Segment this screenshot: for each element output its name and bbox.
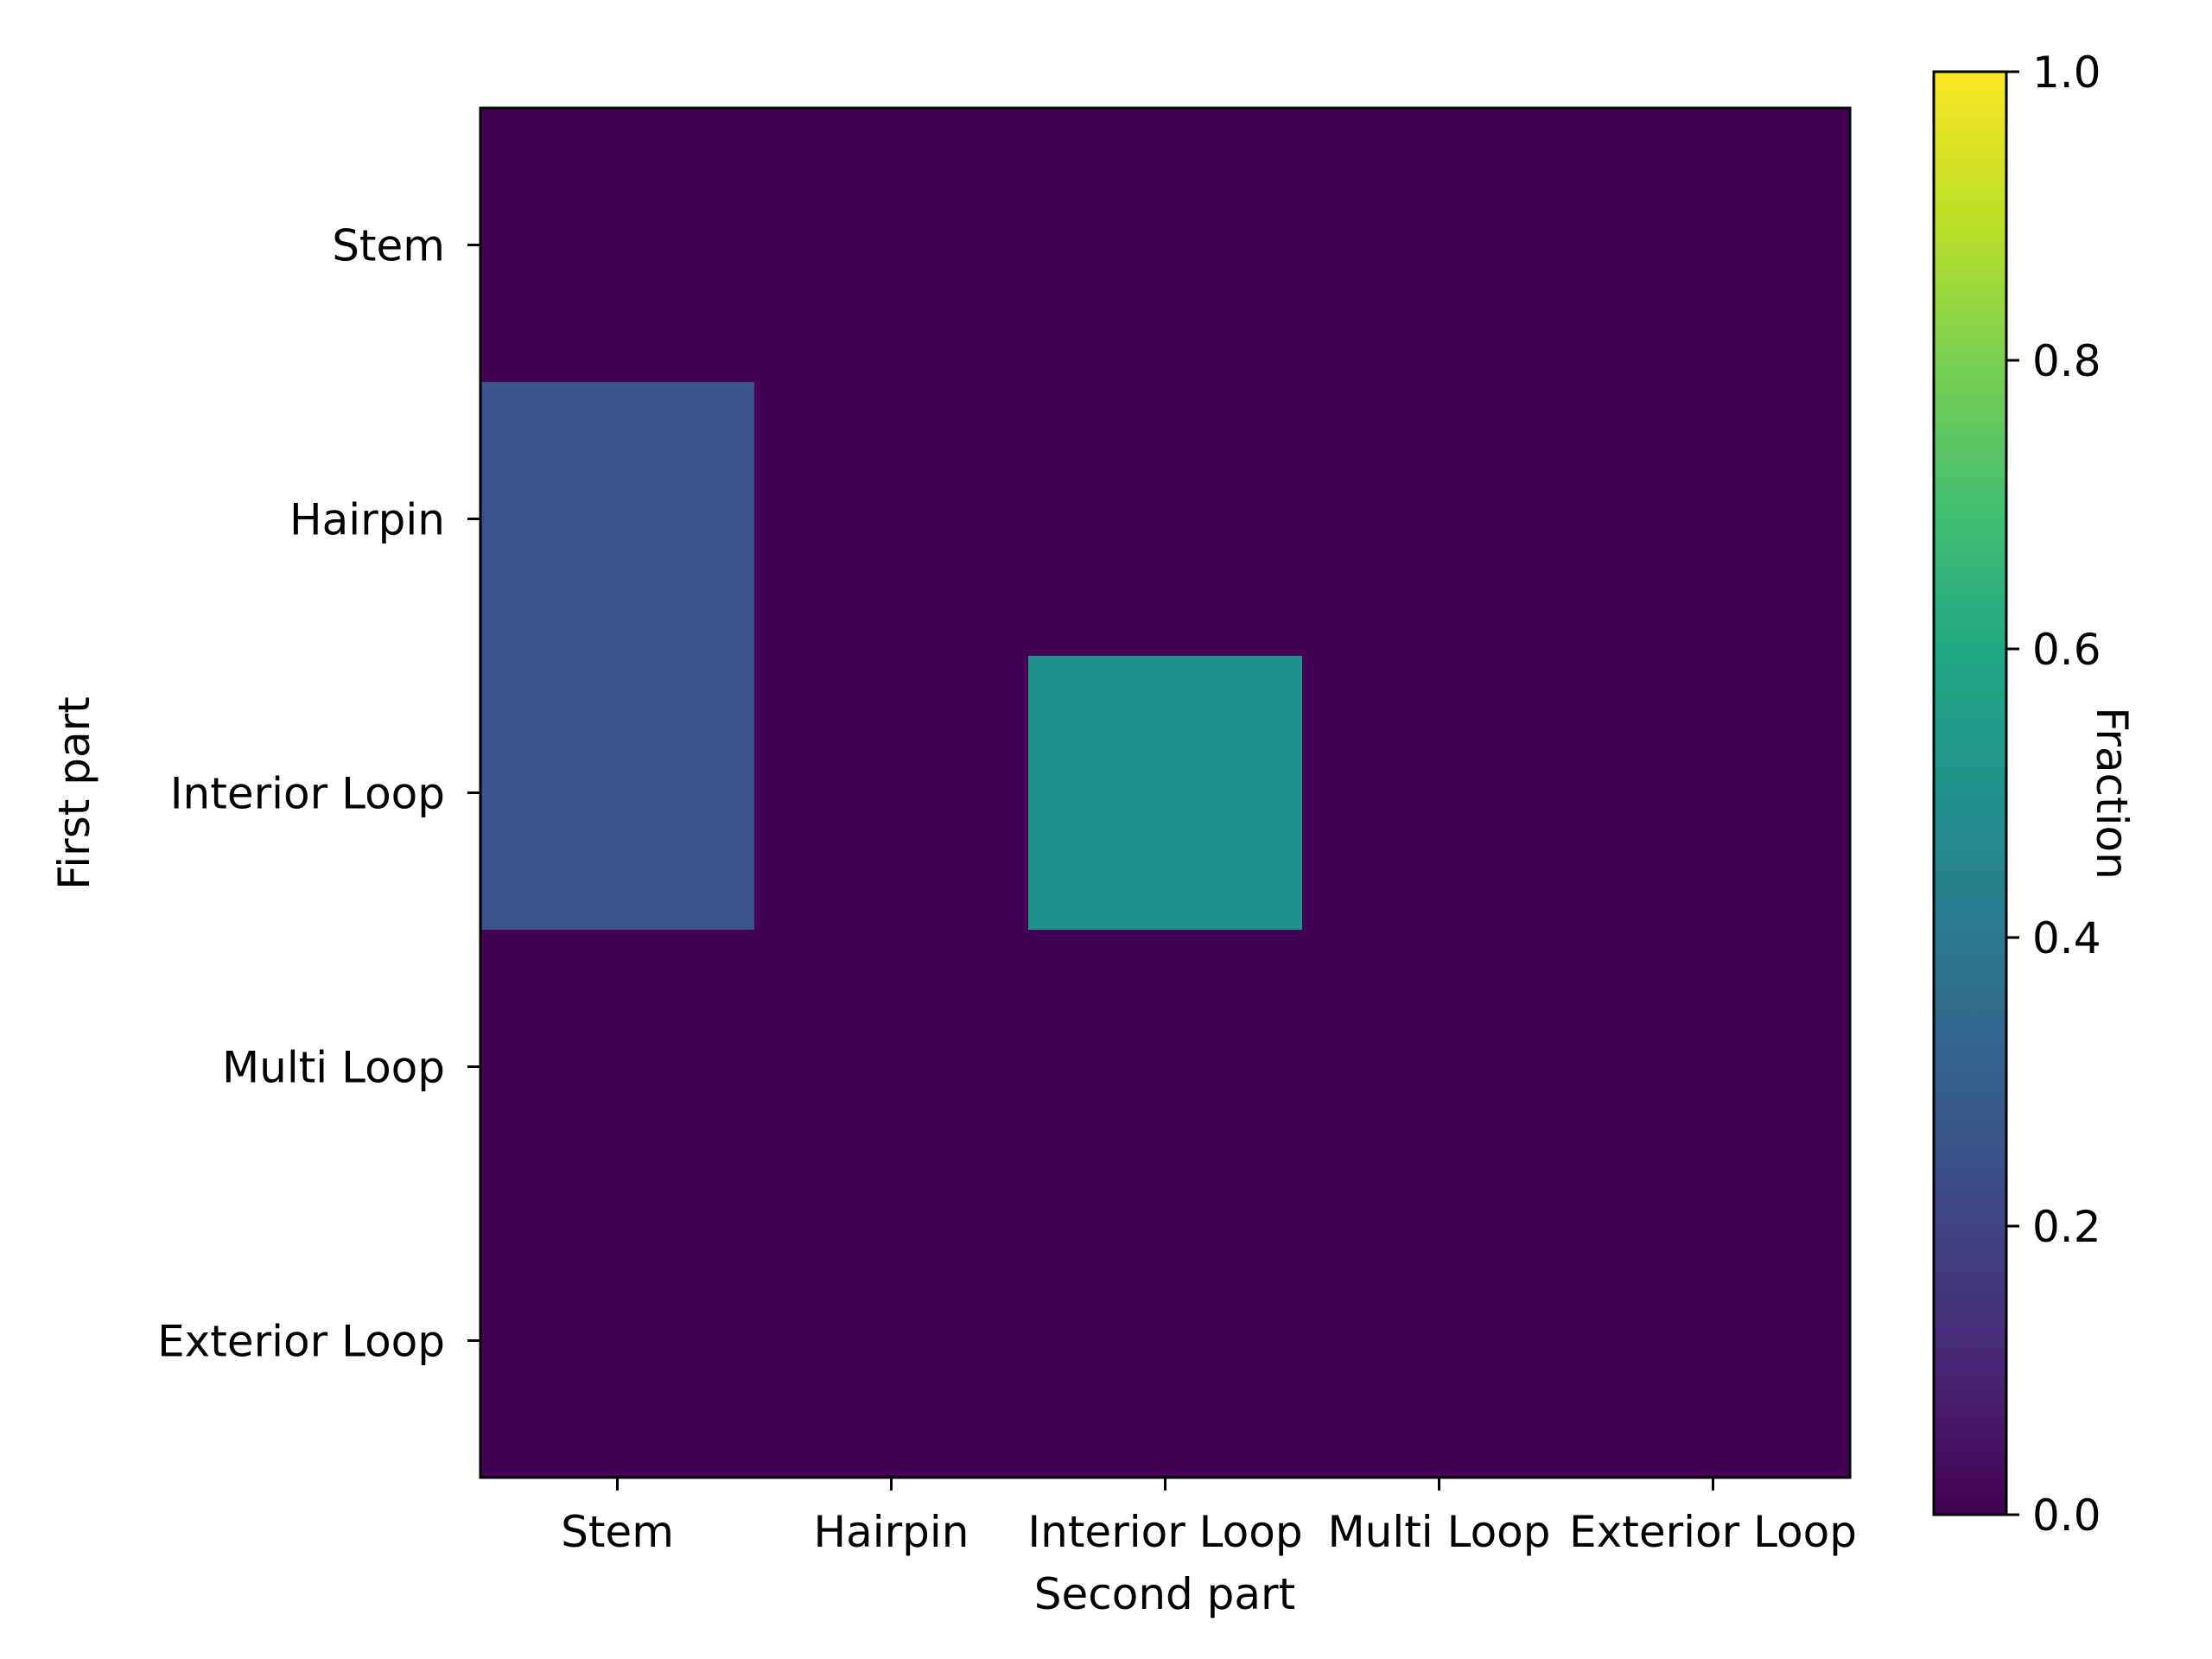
heatmap-cell [480, 656, 755, 931]
heatmap-cell [480, 382, 755, 657]
heatmap-cell [1576, 930, 1851, 1205]
colorbar-tick-label: 0.6 [2032, 625, 2101, 675]
heatmap-cell [754, 108, 1029, 383]
heatmap-cell [1028, 1204, 1303, 1478]
heatmap-cell [1028, 656, 1303, 931]
heatmap-cell [480, 930, 755, 1205]
heatmap-cells [480, 108, 1851, 1478]
colorbar-tick-label: 0.4 [2032, 913, 2101, 963]
y-axis: Stem Hairpin Interior Loop Multi Loop Exteri… [157, 221, 480, 1367]
y-tick-label: Interior Loop [170, 769, 445, 819]
colorbar-label: Fraction [2087, 707, 2137, 880]
heatmap-cell [1302, 1204, 1577, 1478]
x-tick-label: Hairpin [813, 1507, 969, 1557]
x-axis: Stem Hairpin Interior Loop Multi Loop Exteri… [561, 1478, 1857, 1557]
x-tick-label: Exterior Loop [1569, 1507, 1857, 1557]
y-axis-label: First part [49, 696, 99, 890]
y-tick-label: Hairpin [289, 495, 445, 545]
colorbar [1934, 72, 2006, 1515]
colorbar-tick-label: 1.0 [2032, 48, 2101, 98]
x-tick-label: Interior Loop [1027, 1507, 1302, 1557]
x-axis-label: Second part [1034, 1569, 1295, 1619]
heatmap-cell [754, 656, 1029, 931]
heatmap-cell [1576, 108, 1851, 383]
heatmap-cell [1576, 1204, 1851, 1478]
heatmap-cell [754, 1204, 1029, 1478]
colorbar-tick-label: 0.8 [2032, 336, 2101, 386]
heatmap-cell [1576, 382, 1851, 657]
y-tick-label: Exterior Loop [157, 1317, 445, 1367]
colorbar-ticks: 0.0 0.2 0.4 0.6 0.8 1.0 [2006, 48, 2101, 1541]
heatmap-cell [1576, 656, 1851, 931]
heatmap-cell [1302, 930, 1577, 1205]
heatmap-cell [1028, 108, 1303, 383]
colorbar-tick-label: 0.0 [2032, 1491, 2101, 1541]
x-tick-label: Stem [561, 1507, 674, 1557]
colorbar-tick-label: 0.2 [2032, 1202, 2101, 1252]
heatmap-cell [1028, 382, 1303, 657]
heatmap-cell [1302, 656, 1577, 931]
heatmap-cell [480, 1204, 755, 1478]
y-tick-label: Stem [332, 221, 445, 271]
y-tick-label: Multi Loop [222, 1043, 445, 1093]
heatmap-cell [480, 108, 755, 383]
x-tick-label: Multi Loop [1327, 1507, 1550, 1557]
heatmap-cell [1302, 108, 1577, 383]
heatmap-cell [754, 930, 1029, 1205]
heatmap-cell [754, 382, 1029, 657]
heatmap-cell [1028, 930, 1303, 1205]
heatmap-cell [1302, 382, 1577, 657]
colorbar-frame [1932, 70, 2008, 1516]
